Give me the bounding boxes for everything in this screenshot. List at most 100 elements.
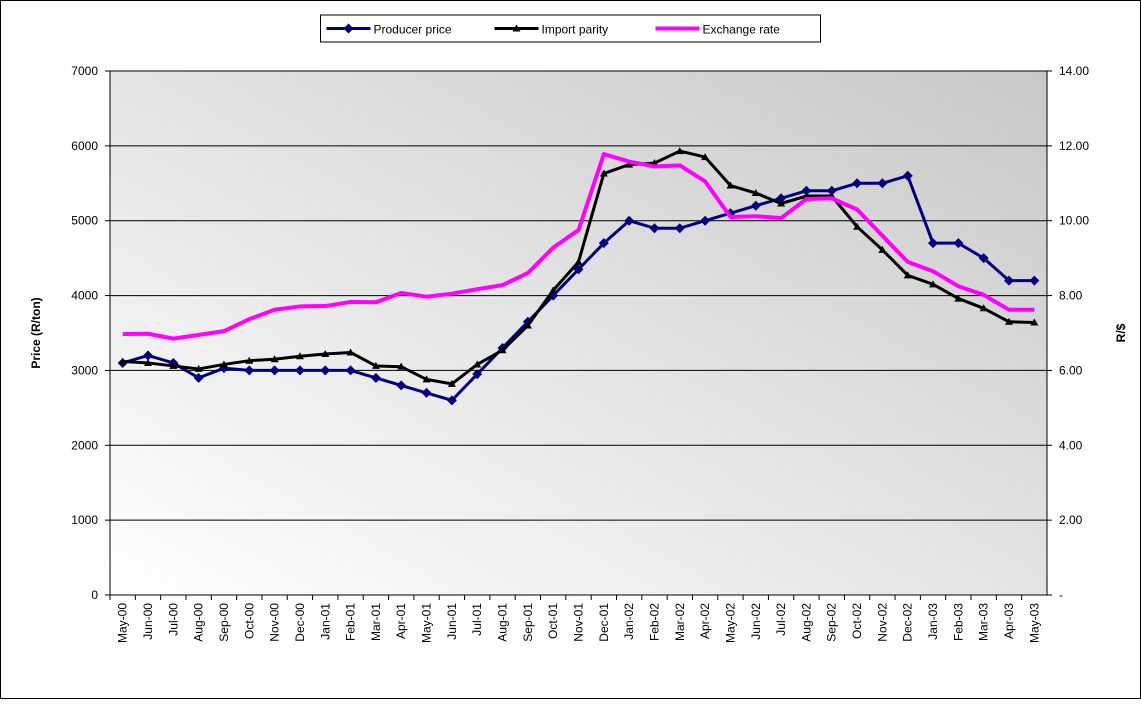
y2-tick-label: 2.00 [1059, 513, 1083, 527]
y-tick-label: 0 [91, 588, 98, 602]
x-tick-label: May-02 [723, 603, 737, 643]
x-tick-label: Nov-02 [875, 603, 889, 642]
x-tick-label: Nov-01 [572, 603, 586, 642]
marker [928, 238, 939, 249]
y-axis-title: Price (R/ton) [29, 297, 43, 368]
y2-tick-label: 6.00 [1059, 363, 1083, 377]
marker [902, 170, 913, 181]
marker [624, 215, 635, 226]
marker [447, 379, 456, 387]
marker [979, 304, 988, 312]
legend-label: Import parity [542, 23, 609, 37]
marker [142, 350, 153, 361]
marker [294, 365, 305, 376]
marker [270, 355, 279, 363]
marker [498, 346, 507, 354]
plot-area [110, 71, 1047, 595]
x-tick-label: Sep-01 [521, 603, 535, 642]
x-tick-label: Aug-00 [192, 603, 206, 642]
y2-tick-label: 14.00 [1059, 64, 1089, 78]
y2-tick-label: - [1059, 588, 1063, 602]
marker [750, 200, 761, 211]
y2-axis-title: R/$ [1114, 323, 1128, 342]
y-tick-label: 3000 [71, 363, 98, 377]
marker [777, 199, 786, 207]
marker [1029, 275, 1040, 286]
marker [346, 348, 355, 356]
x-tick-label: Jul-01 [470, 603, 484, 636]
y-tick-label: 6000 [71, 139, 98, 153]
x-tick-label: Feb-03 [951, 603, 965, 641]
marker [523, 321, 532, 329]
marker [978, 253, 989, 264]
marker [1004, 275, 1015, 286]
x-tick-label: Jan-03 [926, 603, 940, 640]
marker [371, 361, 380, 369]
marker [219, 360, 228, 368]
marker [396, 380, 407, 391]
marker [649, 223, 660, 234]
marker [700, 215, 711, 226]
marker [169, 361, 178, 369]
x-tick-label: Jan-01 [318, 603, 332, 640]
x-tick-label: Sep-02 [825, 603, 839, 642]
marker [343, 23, 354, 34]
marker [953, 238, 964, 249]
marker [118, 357, 127, 365]
marker [549, 286, 558, 294]
x-tick-label: Apr-02 [698, 603, 712, 639]
marker [954, 294, 963, 302]
marker [726, 181, 735, 189]
marker [852, 178, 863, 189]
marker [574, 257, 583, 265]
x-tick-label: Jul-02 [774, 603, 788, 636]
marker [295, 352, 304, 360]
marker [397, 362, 406, 370]
marker [244, 365, 255, 376]
marker [473, 360, 482, 368]
marker [193, 372, 204, 383]
marker [1005, 317, 1014, 325]
marker [929, 280, 938, 288]
x-tick-label: Dec-02 [901, 603, 915, 642]
marker [143, 358, 152, 366]
x-tick-label: Oct-00 [242, 603, 256, 639]
x-tick-label: Dec-00 [293, 603, 307, 642]
marker [903, 271, 912, 279]
marker [472, 369, 483, 380]
y-tick-label: 1000 [71, 513, 98, 527]
marker [675, 147, 684, 155]
marker [345, 365, 356, 376]
marker [245, 356, 254, 364]
marker [370, 372, 381, 383]
x-tick-label: Jun-00 [141, 603, 155, 640]
x-tick-label: Aug-02 [799, 603, 813, 642]
x-tick-label: Jan-02 [622, 603, 636, 640]
legend-label: Exchange rate [703, 23, 781, 37]
marker [421, 387, 432, 398]
y-tick-label: 2000 [71, 438, 98, 452]
marker [446, 395, 457, 406]
marker [877, 178, 888, 189]
legend-label: Producer price [374, 23, 452, 37]
x-tick-label: Oct-01 [546, 603, 560, 639]
y2-tick-label: 10.00 [1059, 214, 1089, 228]
marker [194, 364, 203, 372]
marker [321, 349, 330, 357]
marker [776, 193, 787, 204]
marker [320, 365, 331, 376]
x-tick-label: Mar-03 [977, 603, 991, 641]
x-tick-label: Mar-01 [369, 603, 383, 641]
marker [853, 222, 862, 230]
x-tick-label: Jul-00 [166, 603, 180, 636]
y-tick-label: 5000 [71, 214, 98, 228]
x-tick-label: Dec-01 [597, 603, 611, 642]
x-tick-label: Oct-02 [850, 603, 864, 639]
y-tick-label: 7000 [71, 64, 98, 78]
x-tick-label: Apr-01 [394, 603, 408, 639]
x-tick-label: May-00 [116, 603, 130, 643]
marker [422, 375, 431, 383]
marker [269, 365, 280, 376]
x-tick-label: Feb-02 [647, 603, 661, 641]
